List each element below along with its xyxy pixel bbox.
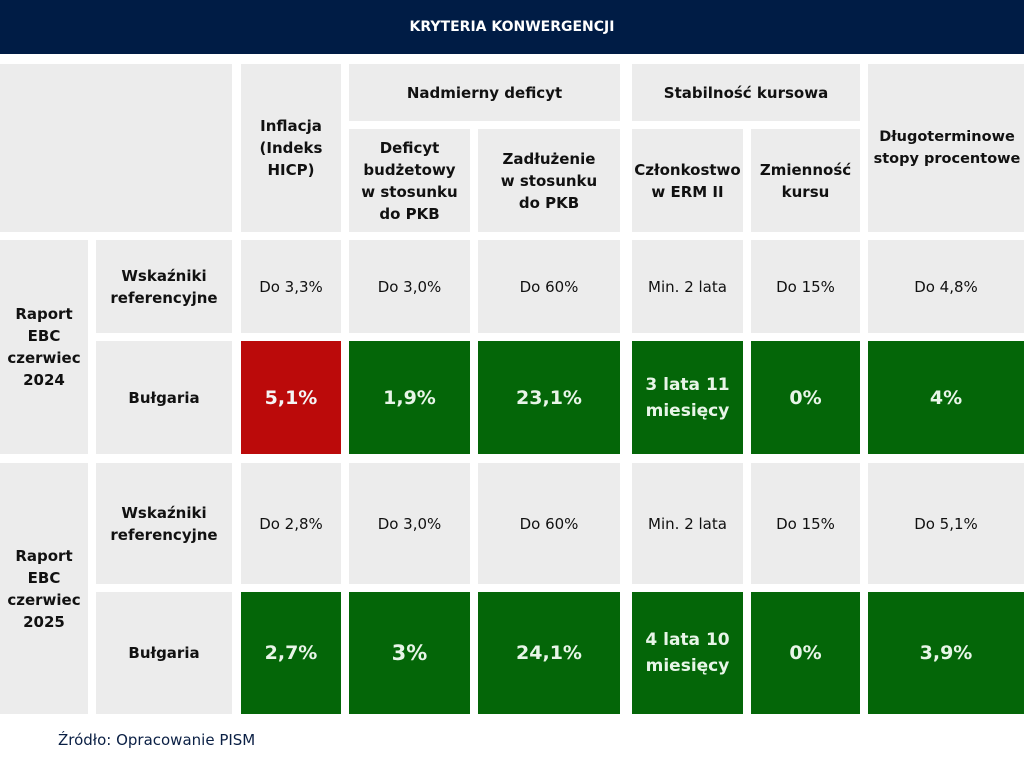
- ref-volatility: Do 15%: [751, 240, 860, 333]
- country-label: Bułgaria: [96, 592, 232, 714]
- report-label: Raport EBC czerwiec 2025: [0, 463, 88, 714]
- ref-label: Wskaźniki referencyjne: [96, 463, 232, 584]
- value-deficit: 3%: [349, 592, 470, 714]
- ref-rates: Do 4,8%: [868, 240, 1024, 333]
- value-inflation: 2,7%: [241, 592, 341, 714]
- header-deficit-group: Nadmierny deficyt: [349, 64, 620, 121]
- ref-label: Wskaźniki referencyjne: [96, 240, 232, 333]
- source-note: Źródło: Opracowanie PISM: [58, 731, 256, 749]
- value-inflation: 5,1%: [241, 341, 341, 454]
- header-fx-group: Stabilność kursowa: [632, 64, 860, 121]
- value-volatility: 0%: [751, 341, 860, 454]
- ref-debt: Do 60%: [478, 463, 620, 584]
- ref-inflation: Do 3,3%: [241, 240, 341, 333]
- country-label: Bułgaria: [96, 341, 232, 454]
- ref-inflation: Do 2,8%: [241, 463, 341, 584]
- header-debt: Zadłużenie w stosunku do PKB: [478, 129, 620, 232]
- ref-erm: Min. 2 lata: [632, 463, 743, 584]
- value-erm: 4 lata 10 miesięcy: [632, 592, 743, 714]
- ref-erm: Min. 2 lata: [632, 240, 743, 333]
- value-debt: 24,1%: [478, 592, 620, 714]
- table-title: KRYTERIA KONWERGENCJI: [0, 0, 1024, 54]
- value-deficit: 1,9%: [349, 341, 470, 454]
- value-debt: 23,1%: [478, 341, 620, 454]
- header-deficit: Deficyt budżetowy w stosunku do PKB: [349, 129, 470, 232]
- value-rates: 3,9%: [868, 592, 1024, 714]
- ref-deficit: Do 3,0%: [349, 240, 470, 333]
- corner-cell: [0, 64, 232, 232]
- ref-debt: Do 60%: [478, 240, 620, 333]
- report-label: Raport EBC czerwiec 2024: [0, 240, 88, 454]
- value-erm: 3 lata 11 miesięcy: [632, 341, 743, 454]
- value-volatility: 0%: [751, 592, 860, 714]
- ref-rates: Do 5,1%: [868, 463, 1024, 584]
- ref-deficit: Do 3,0%: [349, 463, 470, 584]
- value-rates: 4%: [868, 341, 1024, 454]
- ref-volatility: Do 15%: [751, 463, 860, 584]
- header-inflation: Inflacja (Indeks HICP): [241, 64, 341, 232]
- header-erm: Członkostwo w ERM II: [632, 129, 743, 232]
- header-rates: Długoterminowe stopy procentowe: [868, 64, 1024, 232]
- header-volatility: Zmienność kursu: [751, 129, 860, 232]
